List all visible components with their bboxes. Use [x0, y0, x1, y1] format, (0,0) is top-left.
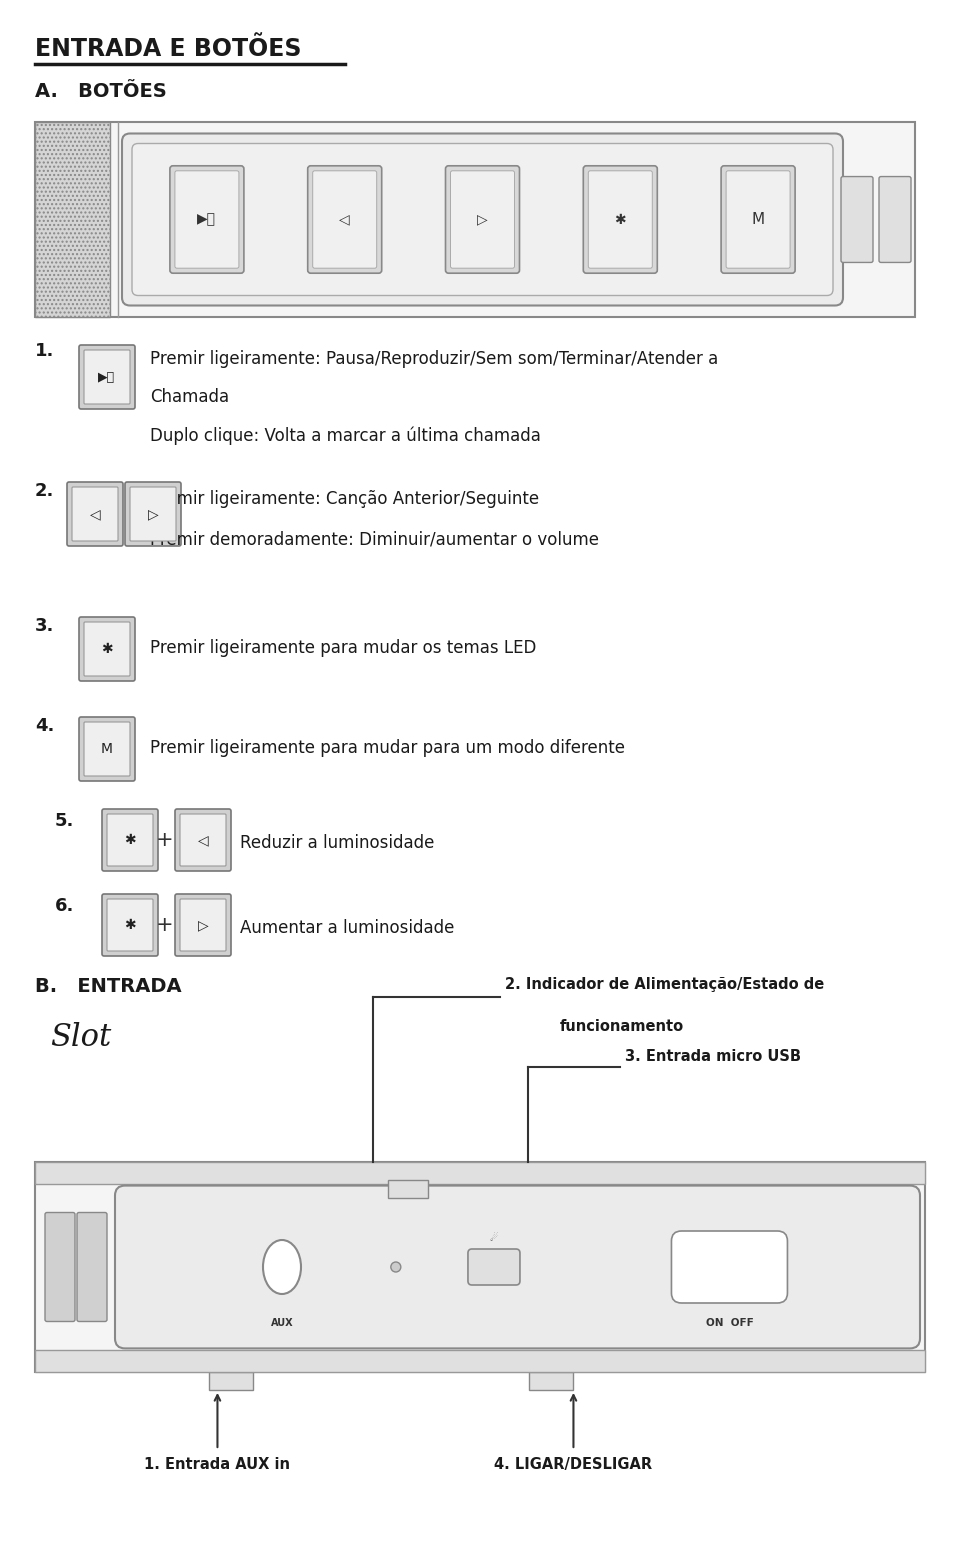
- Text: Premir demoradamente: Diminuir/aumentar o volume: Premir demoradamente: Diminuir/aumentar …: [150, 529, 599, 548]
- FancyBboxPatch shape: [45, 1213, 75, 1322]
- Bar: [35, 1162, 925, 1183]
- FancyBboxPatch shape: [67, 483, 123, 547]
- FancyBboxPatch shape: [84, 621, 130, 676]
- Text: ✱: ✱: [614, 212, 626, 226]
- Bar: [388, 1180, 427, 1197]
- FancyBboxPatch shape: [468, 1249, 520, 1285]
- Text: ◁: ◁: [198, 833, 208, 847]
- Text: ▷: ▷: [477, 212, 488, 226]
- FancyBboxPatch shape: [79, 718, 135, 782]
- Text: ✱: ✱: [124, 833, 135, 847]
- Text: ◁: ◁: [89, 508, 100, 522]
- FancyBboxPatch shape: [721, 165, 795, 272]
- Text: AUX: AUX: [271, 1319, 294, 1328]
- FancyBboxPatch shape: [84, 722, 130, 775]
- FancyBboxPatch shape: [879, 176, 911, 263]
- FancyBboxPatch shape: [72, 487, 118, 540]
- Text: funcionamento: funcionamento: [560, 1018, 684, 1034]
- FancyBboxPatch shape: [170, 165, 244, 272]
- Text: Chamada: Chamada: [150, 388, 229, 406]
- Text: Premir ligeiramente: Canção Anterior/Seguinte: Premir ligeiramente: Canção Anterior/Seg…: [150, 490, 540, 508]
- Text: 3.: 3.: [35, 617, 55, 635]
- FancyBboxPatch shape: [584, 165, 658, 272]
- Text: B.   ENTRADA: B. ENTRADA: [35, 976, 181, 996]
- Text: ✱: ✱: [124, 919, 135, 933]
- Text: ENTRADA E BOTÕES: ENTRADA E BOTÕES: [35, 37, 301, 61]
- Bar: [35, 121, 110, 318]
- Text: Reduzir a luminosidade: Reduzir a luminosidade: [240, 835, 434, 852]
- Text: ▶⏸: ▶⏸: [198, 212, 216, 226]
- Text: Premir ligeiramente: Pausa/Reproduzir/Sem som/Terminar/Atender a: Premir ligeiramente: Pausa/Reproduzir/Se…: [150, 350, 718, 367]
- Text: M: M: [752, 212, 765, 227]
- Text: Duplo clique: Volta a marcar a última chamada: Duplo clique: Volta a marcar a última ch…: [150, 427, 540, 444]
- FancyBboxPatch shape: [450, 171, 515, 268]
- FancyBboxPatch shape: [107, 814, 153, 866]
- FancyBboxPatch shape: [79, 346, 135, 409]
- Text: +: +: [156, 916, 174, 936]
- Text: Premir ligeiramente para mudar os temas LED: Premir ligeiramente para mudar os temas …: [150, 638, 537, 657]
- FancyBboxPatch shape: [671, 1232, 787, 1303]
- Text: 1. Entrada AUX in: 1. Entrada AUX in: [144, 1457, 291, 1471]
- FancyBboxPatch shape: [588, 171, 652, 268]
- FancyBboxPatch shape: [102, 810, 158, 870]
- FancyBboxPatch shape: [132, 143, 833, 296]
- FancyBboxPatch shape: [107, 898, 153, 951]
- Text: A.   BOTÕES: A. BOTÕES: [35, 83, 167, 101]
- Text: ☄: ☄: [490, 1233, 498, 1242]
- FancyBboxPatch shape: [130, 487, 176, 540]
- Text: 6.: 6.: [55, 897, 74, 916]
- Text: ON  OFF: ON OFF: [706, 1319, 754, 1328]
- Text: ▶⏸: ▶⏸: [99, 371, 115, 383]
- FancyBboxPatch shape: [125, 483, 181, 547]
- Ellipse shape: [263, 1239, 301, 1294]
- Text: 1.: 1.: [35, 343, 55, 360]
- FancyBboxPatch shape: [102, 894, 158, 956]
- FancyBboxPatch shape: [122, 134, 843, 305]
- Text: 3. Entrada micro USB: 3. Entrada micro USB: [625, 1049, 801, 1063]
- Text: ▷: ▷: [198, 919, 208, 933]
- Text: 2.: 2.: [35, 483, 55, 500]
- Text: 5.: 5.: [55, 813, 74, 830]
- Bar: [529, 1372, 573, 1390]
- Text: ✱: ✱: [101, 641, 113, 655]
- Bar: [35, 1350, 925, 1372]
- Text: Premir ligeiramente para mudar para um modo diferente: Premir ligeiramente para mudar para um m…: [150, 740, 625, 757]
- Text: ◁: ◁: [340, 212, 350, 226]
- FancyBboxPatch shape: [726, 171, 790, 268]
- Circle shape: [391, 1263, 401, 1272]
- FancyBboxPatch shape: [175, 171, 239, 268]
- FancyBboxPatch shape: [445, 165, 519, 272]
- Text: Slot: Slot: [50, 1021, 111, 1053]
- Text: +: +: [156, 830, 174, 850]
- Text: 4.: 4.: [35, 718, 55, 735]
- Text: 4. LIGAR/DESLIGAR: 4. LIGAR/DESLIGAR: [494, 1457, 653, 1471]
- Text: Aumentar a luminosidade: Aumentar a luminosidade: [240, 919, 454, 937]
- FancyBboxPatch shape: [84, 350, 130, 403]
- FancyBboxPatch shape: [841, 176, 873, 263]
- FancyBboxPatch shape: [115, 1185, 920, 1348]
- FancyBboxPatch shape: [79, 617, 135, 680]
- Bar: [209, 1372, 252, 1390]
- FancyBboxPatch shape: [180, 814, 226, 866]
- Text: ▷: ▷: [148, 508, 158, 522]
- Bar: [35, 1162, 925, 1372]
- FancyBboxPatch shape: [313, 171, 376, 268]
- FancyBboxPatch shape: [175, 810, 231, 870]
- FancyBboxPatch shape: [180, 898, 226, 951]
- Bar: [35, 121, 915, 318]
- FancyBboxPatch shape: [308, 165, 382, 272]
- FancyBboxPatch shape: [175, 894, 231, 956]
- Text: 2. Indicador de Alimentação/Estado de: 2. Indicador de Alimentação/Estado de: [505, 976, 825, 992]
- FancyBboxPatch shape: [77, 1213, 107, 1322]
- Text: M: M: [101, 743, 113, 757]
